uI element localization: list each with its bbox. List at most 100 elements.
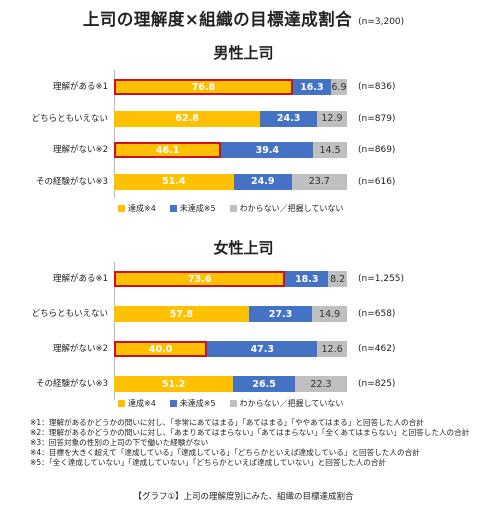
bar-segment: 24.9 xyxy=(233,173,292,190)
category-label: どちらともいえない xyxy=(31,309,108,319)
footnotes: ※1：理解があるかどうかの問いに対し、「非常にあてはまる」「あてはまる」「ややあ… xyxy=(30,418,469,468)
data-label: 12.6 xyxy=(321,343,343,355)
bar-segment: 23.7 xyxy=(291,173,347,190)
data-label: 14.9 xyxy=(319,308,341,320)
data-label: 47.3 xyxy=(250,343,275,355)
bar-segment: 51.4 xyxy=(114,173,234,190)
data-label: 18.3 xyxy=(295,273,319,285)
bar-segment: 6.9 xyxy=(330,79,347,95)
category-label: 理解がない※2 xyxy=(52,344,108,354)
sample-size-label: (n=616) xyxy=(358,176,396,187)
bar-segment-highlighted: 76.8 xyxy=(114,79,293,95)
footnote-2: ※2：理解があるかどうかの問いに対し、「あまりあてはまらない」「あてはまらない」… xyxy=(30,428,470,437)
bar-segment-highlighted: 46.1 xyxy=(114,142,222,158)
bar-segment: 51.2 xyxy=(114,376,234,392)
bar-segment: 12.9 xyxy=(316,110,347,127)
stacked-bar: 51.4 24.9 23.7 xyxy=(114,173,347,190)
data-label: 27.3 xyxy=(268,308,293,320)
legend-item: わからない／把握していない xyxy=(229,398,344,409)
bar-segment: 22.3 xyxy=(295,376,347,392)
data-label: 16.3 xyxy=(300,81,324,93)
footnote-4: ※4：目標を大きく超えて「達成している」「達成している」「どちらかといえば達成し… xyxy=(30,448,420,457)
stacked-bar: 73.6 18.3 8.2 xyxy=(114,271,348,287)
legend-label: 達成※4 xyxy=(128,204,156,213)
bar-segment: 14.9 xyxy=(312,306,347,322)
data-label: 22.3 xyxy=(310,378,332,390)
category-label: その経験がない※3 xyxy=(35,379,108,389)
stacked-bar: 51.2 26.5 22.3 xyxy=(114,376,347,392)
bar-segment: 8.2 xyxy=(328,271,348,287)
footnote-5: ※5：「全く達成していない」「達成していない」「どちらかといえば達成していない」… xyxy=(30,458,387,467)
legend-item: 達成※4 xyxy=(118,398,156,409)
legend-swatch xyxy=(229,205,237,212)
legend-swatch xyxy=(229,400,237,407)
bar-segment: 14.5 xyxy=(313,142,347,158)
data-label: 12.9 xyxy=(321,113,343,124)
bar-segment: 57.8 xyxy=(114,306,249,322)
data-label: 62.8 xyxy=(175,113,199,124)
stacked-bar: 46.1 39.4 14.5 xyxy=(114,142,347,158)
legend-swatch xyxy=(169,205,177,212)
legend-label: 未達成※5 xyxy=(179,204,216,213)
footnote-1: ※1：理解があるかどうかの問いに対し、「非常にあてはまる」「あてはまる」「ややあ… xyxy=(30,418,424,427)
bar-segment: 16.3 xyxy=(292,79,331,95)
bar-segment: 39.4 xyxy=(221,142,314,158)
category-label: どちらともいえない xyxy=(31,113,108,124)
data-label: 6.9 xyxy=(331,81,347,93)
bar-segment-highlighted: 40.0 xyxy=(114,341,208,357)
category-label: 理解がない※2 xyxy=(52,145,108,155)
sample-size-label: (n=1,255) xyxy=(358,274,405,284)
category-label: その経験がない※3 xyxy=(35,176,108,187)
legend-label: 達成※4 xyxy=(128,399,156,408)
panel-title: 男性上司 xyxy=(213,44,274,62)
category-label: 理解がある※1 xyxy=(52,274,108,284)
data-label: 39.4 xyxy=(255,144,280,156)
legend-label: わからない／把握していない xyxy=(239,204,344,213)
data-label: 14.5 xyxy=(319,144,341,156)
legend-swatch xyxy=(169,400,177,407)
panel-title: 女性上司 xyxy=(213,239,274,257)
data-label: 57.8 xyxy=(169,308,194,320)
bar-segment: 62.8 xyxy=(114,110,261,127)
sample-size-label: (n=462) xyxy=(358,344,396,354)
data-label: 51.2 xyxy=(161,378,186,390)
legend-swatch xyxy=(118,400,125,407)
data-label: 51.4 xyxy=(162,176,186,187)
stacked-bar: 40.0 47.3 12.6 xyxy=(114,341,347,357)
legend-item: わからない／把握していない xyxy=(229,203,344,214)
stacked-bar: 57.8 27.3 14.9 xyxy=(114,306,347,322)
sample-size-label: (n=869) xyxy=(358,145,396,155)
legend-label: わからない／把握していない xyxy=(239,399,344,408)
data-label: 8.2 xyxy=(330,273,346,285)
legend-item: 達成※4 xyxy=(118,203,156,214)
legend-swatch xyxy=(118,205,125,212)
category-label: 理解がある※1 xyxy=(52,82,108,92)
sample-size-label: (n=658) xyxy=(358,309,396,319)
legend: 達成※4 未達成※5 わからない／把握していない xyxy=(118,398,357,409)
data-label: 26.5 xyxy=(252,378,276,390)
bar-segment: 47.3 xyxy=(207,341,318,357)
bar-segment: 26.5 xyxy=(233,376,296,392)
figure-caption: 【グラフ①】上司の理解度別にみた、組織の目標達成割合 xyxy=(133,492,354,502)
legend-label: 未達成※5 xyxy=(179,399,216,408)
axis-line xyxy=(114,70,115,198)
bar-segment: 18.3 xyxy=(285,271,329,287)
stacked-bar: 62.8 24.3 12.9 xyxy=(114,110,347,127)
bar-segment: 27.3 xyxy=(248,306,313,322)
chart-title-text: 上司の理解度×組織の目標達成割合 xyxy=(82,10,353,29)
data-label: 24.9 xyxy=(251,176,275,187)
bar-segment-highlighted: 73.6 xyxy=(114,271,286,287)
sample-size-label: (n=836) xyxy=(358,82,396,92)
footnote-3: ※3：回答対象の性別の上司の下で働いた経験がない xyxy=(30,438,209,447)
bar-segment: 12.6 xyxy=(317,341,347,357)
chart-title: 上司の理解度×組織の目標達成割合 (n=3,200) xyxy=(0,6,487,30)
data-label: 73.6 xyxy=(188,273,212,285)
data-label: 24.3 xyxy=(276,113,301,124)
legend-item: 未達成※5 xyxy=(169,398,216,409)
sample-size-label: (n=879) xyxy=(358,113,396,124)
data-label: 46.1 xyxy=(155,144,180,156)
stacked-bar: 76.8 16.3 6.9 xyxy=(114,79,347,95)
bar-segment: 24.3 xyxy=(260,110,317,127)
data-label: 76.8 xyxy=(191,81,216,93)
legend-item: 未達成※5 xyxy=(169,203,216,214)
